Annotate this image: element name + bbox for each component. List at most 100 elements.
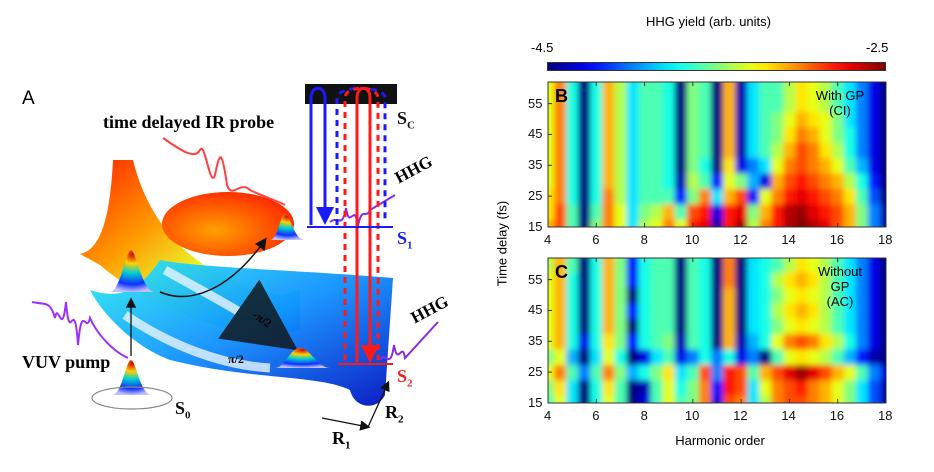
x-tick-label: 6 (592, 232, 600, 247)
heatmap-cell (650, 379, 664, 396)
heatmap-C (548, 258, 886, 403)
heatmap-cell (686, 364, 700, 381)
heatmap-cell (843, 142, 857, 159)
heatmap-cell (867, 395, 881, 403)
heatmap-cell (879, 219, 886, 227)
heatmap-cell (710, 333, 724, 350)
heatmap-cell (819, 142, 833, 159)
state-0-label: S0 (175, 398, 191, 422)
heatmap-cell (723, 364, 736, 381)
heatmap-cell (554, 379, 567, 396)
heatmap-cell (566, 126, 579, 143)
heatmap-cell (795, 287, 809, 304)
r2-sub: 2 (398, 413, 404, 426)
heatmap-cell (674, 126, 688, 143)
heatmap-cell (867, 271, 881, 288)
heatmap-cell (578, 82, 591, 97)
heatmap-cell (638, 258, 652, 273)
heatmap-cell (807, 287, 821, 304)
heatmap-cell (747, 95, 760, 112)
heatmap-cell (602, 219, 615, 227)
heatmap-cell (747, 111, 760, 128)
heatmap-cell (674, 364, 688, 381)
heatmap-cell (554, 302, 567, 319)
heatmap-cell (855, 157, 869, 174)
heatmap-cell (855, 111, 869, 128)
heatmap-cell (698, 364, 712, 381)
heatmap-cell (566, 173, 579, 189)
heatmap-cell (867, 364, 881, 381)
heatmap-cell (674, 203, 688, 220)
heatmap-cell (735, 318, 748, 335)
colorbar-min-label: -4.5 (531, 40, 554, 55)
heatmap-cell (843, 364, 857, 381)
heatmap-cell (759, 333, 772, 350)
heatmap-cell (771, 318, 784, 335)
heatmap-cell (807, 271, 821, 288)
phase-pos-label: π/2 (228, 352, 244, 366)
x-tick-label: 8 (640, 408, 648, 423)
heatmap-cell (686, 95, 700, 112)
heatmap-cell (831, 271, 845, 288)
heatmap-cell (554, 173, 567, 189)
heatmap-cell (590, 302, 603, 319)
heatmap-cell (626, 188, 640, 205)
heatmap-cell (638, 82, 652, 97)
heatmap-cell (710, 379, 724, 396)
heatmap-cell (686, 82, 700, 97)
colorbar-title: HHG yield (arb. units) (646, 14, 771, 29)
y-tick-label: 45 (528, 302, 543, 318)
heatmap-cell (735, 188, 748, 205)
heatmap-cell (795, 219, 809, 227)
heatmap-cell (710, 203, 724, 220)
heatmap-cell (638, 111, 652, 128)
heatmap-cell (831, 126, 845, 143)
y-tick-label: 15 (528, 219, 543, 234)
heatmap-cell (674, 287, 688, 304)
heatmap-cell (698, 318, 712, 335)
heatmap-cell (771, 173, 784, 189)
heatmap-cell (614, 111, 627, 128)
x-tick-label: 16 (829, 408, 845, 423)
panel-c-annotation-line1: Without (817, 264, 863, 279)
heatmap-cell (548, 203, 555, 220)
heatmap-cell (566, 219, 579, 227)
heatmap-cell (747, 157, 760, 174)
heatmap-cell (674, 258, 688, 273)
heatmap-cell (602, 111, 615, 128)
heatmap-cell (723, 287, 736, 304)
path-arrow-pos (122, 311, 271, 373)
heatmap-cell (831, 142, 845, 159)
heatmap-cell (771, 111, 784, 128)
heatmap-cell (548, 287, 555, 304)
heatmap-cell (626, 95, 640, 112)
heatmap-cell (747, 349, 760, 365)
heatmap-cell (566, 188, 579, 205)
heatmap-cell (674, 82, 688, 97)
heatmap-cell (795, 271, 809, 288)
heatmap-cell (879, 271, 886, 288)
heatmap-cell (747, 258, 760, 273)
heatmap-cell (614, 142, 627, 159)
heatmap-cell (638, 349, 652, 365)
state-2-label: S2 (397, 366, 413, 390)
heatmap-cell (698, 126, 712, 143)
heatmap-cell (747, 219, 760, 227)
heatmap-cell (710, 188, 724, 205)
heatmap-cell (590, 157, 603, 174)
heatmap-cell (783, 271, 796, 288)
hhg-upper-wave (329, 194, 396, 227)
heatmap-cell (590, 82, 603, 97)
heatmap-cell (843, 173, 857, 189)
heatmap-cell (783, 173, 796, 189)
heatmap-cell (614, 379, 627, 396)
panel-b-annotation-line2: (CI) (829, 103, 851, 118)
heatmap-cell (614, 333, 627, 350)
panel-a-svg (31, 84, 439, 431)
heatmap-cell (867, 219, 881, 227)
heatmap-cell (686, 302, 700, 319)
heatmap-cell (578, 95, 591, 112)
heatmap-cell (602, 142, 615, 159)
heatmap-cell (686, 203, 700, 220)
heatmap-cell (747, 82, 760, 97)
